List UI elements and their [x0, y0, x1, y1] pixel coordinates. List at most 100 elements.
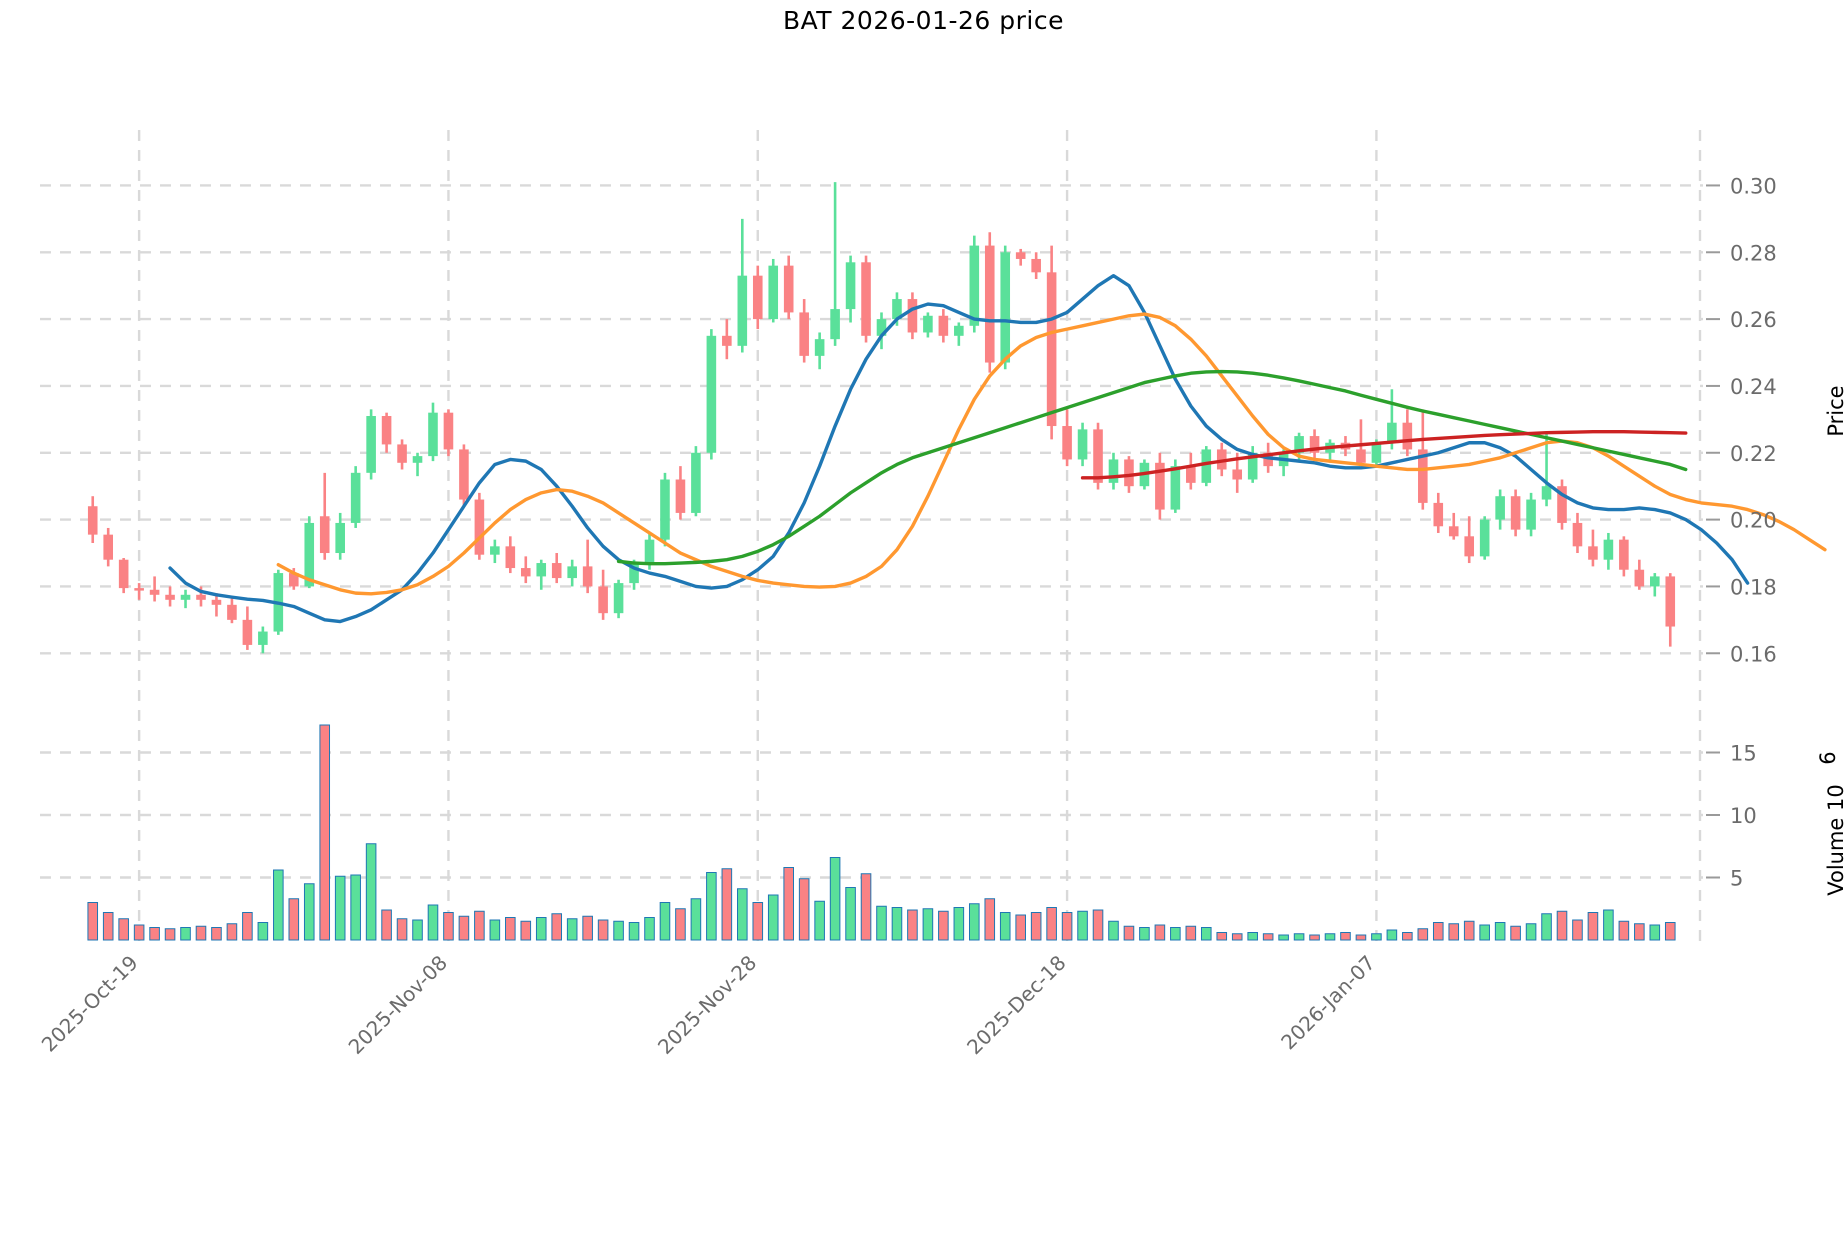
candle-body: [551, 563, 562, 579]
candlestick: [737, 218, 748, 353]
candle-body: [861, 262, 871, 336]
candlestick: [1572, 512, 1583, 554]
volume-bar: [1092, 909, 1104, 941]
candle-body: [675, 479, 686, 513]
volume-bar: [876, 905, 887, 941]
candlestick: [304, 516, 315, 589]
candle-body: [1093, 429, 1103, 483]
volume-bar: [1185, 925, 1197, 941]
candle-body: [211, 599, 222, 605]
candlestick: [1309, 429, 1320, 460]
volume-bar: [721, 868, 733, 941]
candlestick: [1356, 419, 1366, 467]
volume-bar: [953, 907, 965, 941]
volume-bar: [180, 927, 191, 941]
candle-body: [845, 262, 856, 310]
candle-body: [969, 245, 980, 326]
candle-body: [814, 339, 825, 356]
volume-bar: [288, 898, 300, 941]
candle-body: [892, 299, 902, 320]
grid-layer: [40, 130, 1703, 948]
candlestick: [1526, 492, 1536, 537]
volume-bar: [860, 873, 872, 941]
candlestick: [103, 527, 113, 567]
candle-body: [938, 315, 949, 336]
candlestick: [1387, 389, 1397, 450]
volume-bar: [1634, 923, 1645, 941]
volume-bar: [1432, 922, 1444, 941]
candle-body: [366, 416, 376, 473]
candlestick: [1155, 452, 1165, 520]
chart-title: BAT 2026-01-26 price: [783, 6, 1064, 35]
volume-axis-title-text: Volume 10: [1824, 784, 1847, 896]
candlestick: [1464, 516, 1475, 564]
volume-bar: [334, 875, 346, 941]
volume-bar: [1324, 933, 1336, 941]
candlestick: [1650, 573, 1660, 597]
candlestick: [1665, 573, 1676, 647]
volume-bar: [1061, 912, 1073, 941]
candlestick: [1000, 245, 1011, 370]
volume-bar: [829, 857, 841, 941]
volume-bar: [319, 724, 331, 941]
volume-bar: [133, 924, 145, 941]
volume-bar: [535, 917, 547, 941]
candlestick: [1247, 446, 1258, 483]
candlestick: [1603, 532, 1614, 570]
candlestick: [1046, 245, 1057, 440]
volume-bar: [551, 913, 563, 941]
candle-body: [381, 416, 392, 445]
candle-body: [1464, 536, 1475, 557]
candle-body: [505, 546, 516, 569]
candle-body: [1077, 429, 1088, 460]
volume-axis-title: Volume 10 6: [1816, 751, 1847, 895]
moving-average-layer: [168, 273, 1827, 624]
volume-bar: [1139, 927, 1150, 941]
candlestick: [984, 232, 995, 373]
candlestick: [536, 559, 547, 590]
candle-body: [660, 479, 670, 540]
volume-bar: [102, 912, 114, 941]
volume-bar: [922, 908, 934, 941]
candle-body: [288, 573, 299, 587]
candlestick: [814, 332, 825, 370]
candle-body: [1557, 486, 1567, 523]
volume-bar: [87, 902, 99, 941]
candle-body: [799, 312, 809, 356]
candlestick: [567, 559, 577, 587]
candle-body: [567, 566, 577, 579]
candle-body: [304, 522, 315, 587]
volume-bar: [242, 912, 253, 941]
candlestick: [1418, 409, 1428, 510]
candle-body: [165, 594, 175, 600]
candle-body: [783, 265, 794, 313]
candlestick: [1201, 446, 1212, 487]
volume-bar: [1154, 924, 1166, 941]
candlestick: [923, 312, 933, 338]
volume-bar: [365, 843, 377, 941]
candle-body: [737, 275, 748, 346]
volume-bar: [814, 900, 825, 941]
volume-bar: [489, 919, 501, 941]
candle-body: [768, 265, 779, 320]
volume-bar: [412, 919, 423, 941]
price-tick-label: 0.16: [1730, 642, 1777, 666]
volume-bar: [474, 910, 485, 941]
candle-body: [1124, 459, 1134, 487]
volume-bar: [999, 912, 1011, 941]
candlestick: [459, 444, 469, 507]
volume-bar: [984, 898, 996, 941]
volume-bar: [1262, 933, 1274, 941]
date-tick-label: 2025-Nov-28: [653, 951, 761, 1059]
volume-bar: [1293, 933, 1305, 941]
price-tick-label: 0.26: [1730, 308, 1777, 332]
candlestick: [87, 496, 98, 543]
candlestick: [1557, 479, 1567, 530]
candlestick: [1634, 559, 1645, 590]
candle-body: [1650, 576, 1660, 587]
volume-bar: [257, 922, 269, 941]
volume-bar: [1664, 922, 1676, 941]
candle-body: [459, 449, 469, 500]
volume-bar: [1231, 933, 1243, 941]
